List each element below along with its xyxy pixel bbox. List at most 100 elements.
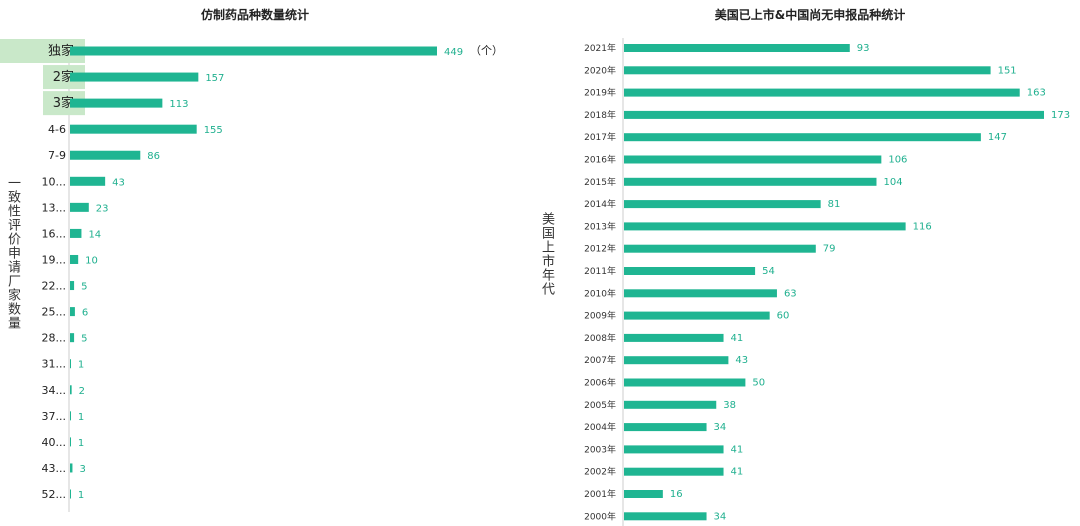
right-value-label: 173 [1051, 110, 1070, 121]
right-bar [624, 467, 724, 476]
right-bar [624, 512, 707, 521]
left-bar [70, 411, 71, 421]
left-value-label: 113 [169, 99, 188, 110]
right-value-label: 147 [988, 132, 1007, 143]
right-value-label: 41 [731, 333, 744, 344]
left-bar [70, 72, 199, 82]
right-tick-label: 2006年 [584, 377, 616, 389]
right-tick-label: 2021年 [584, 42, 616, 54]
right-tick-label: 2017年 [584, 131, 616, 143]
right-value-label: 38 [723, 400, 736, 411]
right-bar [624, 222, 906, 231]
left-tick-label: 19... [42, 253, 67, 266]
left-tick-label: 34... [42, 384, 67, 397]
left-value-label: 10 [85, 255, 98, 266]
right-tick-label: 2015年 [584, 176, 616, 188]
right-tick-label: 2018年 [584, 109, 616, 121]
left-bar [70, 333, 75, 343]
right-value-label: 63 [784, 288, 797, 299]
left-value-label: 3 [79, 464, 85, 475]
right-bar [624, 378, 746, 387]
right-chart-title: 美国已上市&中国尚无申报品种统计 [714, 8, 906, 22]
left-bar [70, 437, 71, 447]
right-tick-label: 2009年 [584, 310, 616, 322]
left-tick-label: 52... [42, 488, 67, 501]
left-bar [70, 228, 82, 238]
left-value-label: 23 [96, 203, 109, 214]
right-value-label: 60 [777, 311, 790, 322]
left-value-label: 155 [204, 125, 223, 136]
right-bar [624, 356, 729, 365]
left-value-label: 2 [79, 386, 85, 397]
left-tick-label: 4-6 [48, 123, 66, 136]
right-value-label: 34 [714, 511, 727, 522]
left-bar [70, 385, 72, 395]
right-value-label: 43 [735, 355, 748, 366]
left-chart-ylabel: 一致性评价申请厂家数量 [5, 176, 20, 330]
left-bar [70, 359, 71, 369]
right-value-label: 93 [857, 43, 870, 54]
right-bar [624, 44, 850, 52]
left-tick-label: 2家 [53, 69, 74, 85]
left-bar [70, 489, 71, 499]
right-value-label: 79 [823, 244, 836, 255]
right-bar [624, 333, 724, 342]
left-value-label: 5 [81, 282, 87, 293]
right-value-label: 54 [762, 266, 775, 277]
left-value-label: 157 [205, 73, 224, 84]
left-tick-label: 22... [42, 280, 67, 293]
right-bar [624, 66, 991, 75]
left-bar [70, 176, 106, 186]
right-bar [624, 88, 1020, 97]
left-bar [70, 281, 75, 291]
left-tick-label: 43... [42, 462, 67, 475]
left-bar [70, 150, 141, 160]
right-value-label: 151 [998, 65, 1017, 76]
left-value-label: 86 [147, 151, 160, 162]
left-value-label: 1 [78, 360, 84, 371]
right-bar [624, 244, 816, 253]
right-tick-label: 2016年 [584, 154, 616, 166]
left-tick-label: 独家 [48, 43, 74, 59]
left-bar [70, 307, 75, 317]
left-bar [70, 46, 437, 56]
right-tick-label: 2013年 [584, 220, 616, 232]
left-tick-label: 10... [42, 175, 67, 188]
left-tick-label: 40... [42, 436, 67, 449]
right-value-label: 163 [1027, 88, 1046, 99]
right-value-label: 34 [714, 422, 727, 433]
left-value-label: 1 [78, 490, 84, 501]
right-tick-label: 2004年 [584, 421, 616, 433]
right-bar [624, 177, 877, 186]
right-value-label: 41 [731, 467, 744, 478]
left-bar [70, 202, 89, 212]
right-value-label: 16 [670, 489, 683, 500]
right-tick-label: 2019年 [584, 87, 616, 99]
right-chart-ylabel: 美国上市年代 [539, 212, 554, 296]
left-value-label: 1 [78, 412, 84, 423]
right-tick-label: 2001年 [584, 488, 616, 500]
right-bar [624, 490, 663, 498]
right-bar [624, 133, 981, 142]
right-bar [624, 155, 882, 164]
right-tick-label: 2020年 [584, 64, 616, 76]
left-tick-label: 31... [42, 358, 67, 371]
right-tick-label: 2008年 [584, 332, 616, 344]
right-bar [624, 423, 707, 432]
right-tick-label: 2002年 [584, 466, 616, 478]
left-value-label: 14 [88, 229, 101, 240]
right-bar [624, 200, 821, 209]
right-tick-label: 2012年 [584, 243, 616, 255]
left-value-label: 1 [78, 438, 84, 449]
left-tick-label: 7-9 [48, 149, 66, 162]
right-value-label: 106 [888, 155, 907, 166]
left-bar [70, 254, 79, 264]
left-tick-label: 37... [42, 410, 67, 423]
left-chart-title: 仿制药品种数量统计 [200, 8, 309, 22]
right-tick-label: 2014年 [584, 198, 616, 210]
left-bar [70, 463, 73, 473]
left-tick-label: 3家 [53, 95, 74, 111]
right-tick-label: 2011年 [584, 265, 616, 277]
left-value-label: 5 [81, 334, 87, 345]
